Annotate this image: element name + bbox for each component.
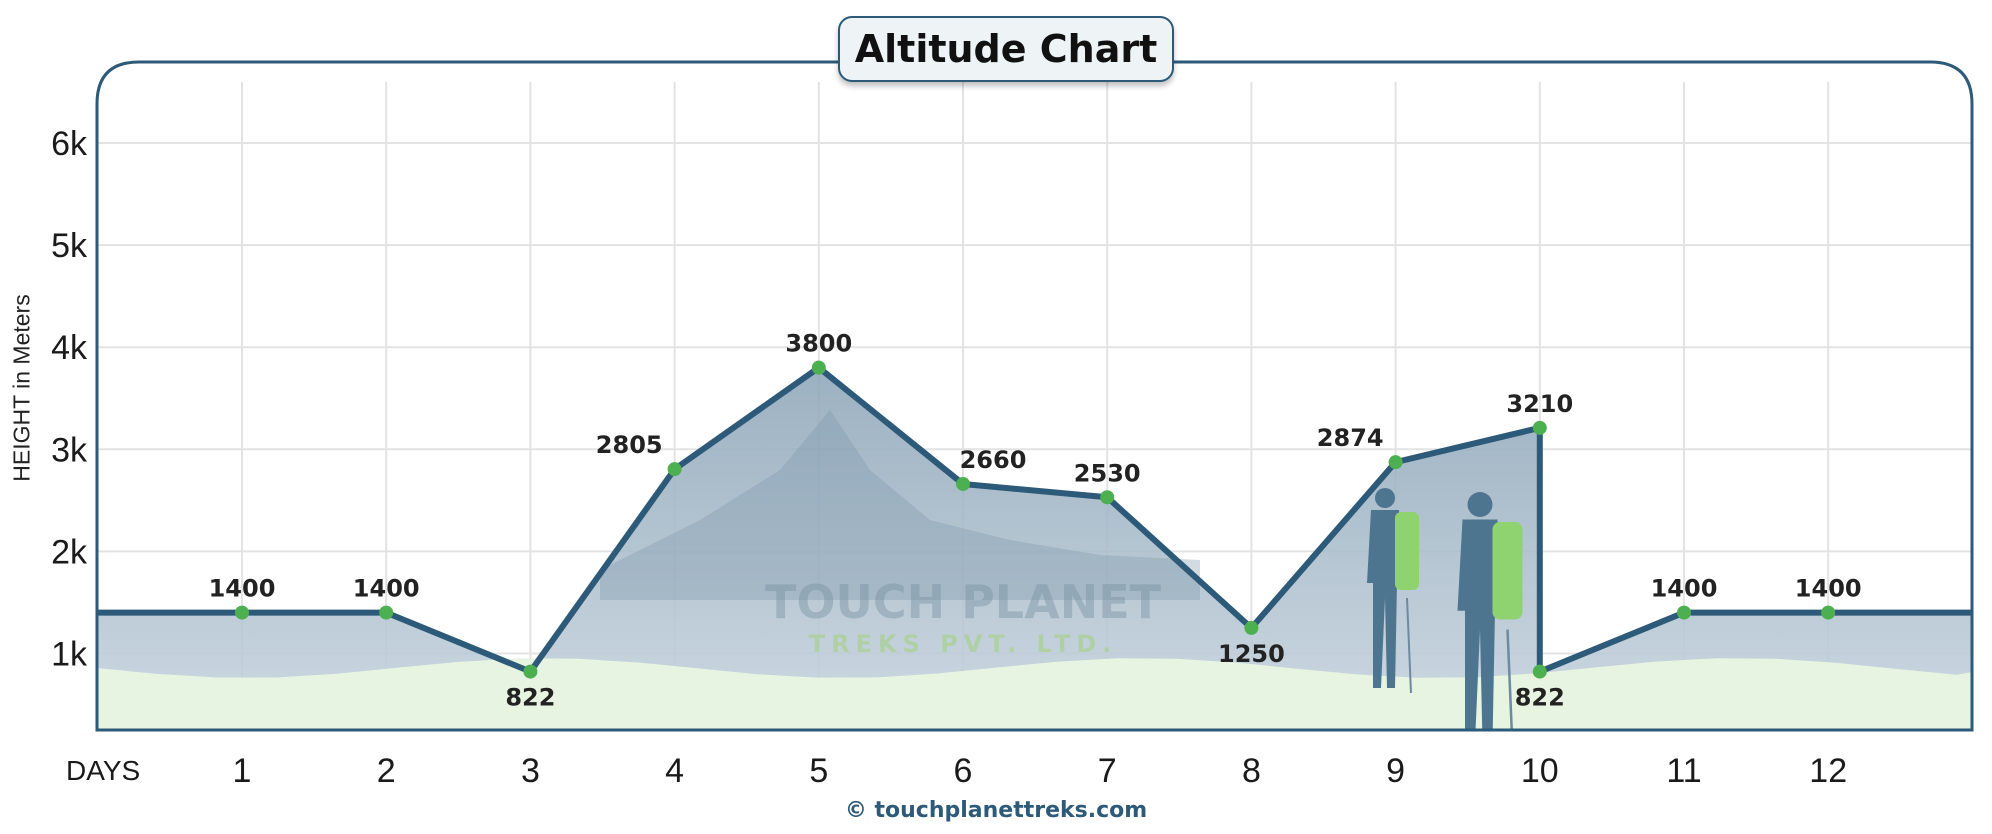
data-label: 1400 — [1651, 575, 1718, 603]
altitude-area — [97, 367, 1972, 730]
data-label: 1400 — [1795, 575, 1862, 603]
mountain-ridge — [600, 410, 1200, 600]
data-point — [235, 605, 249, 620]
chart-title-box: Altitude Chart — [838, 16, 1174, 82]
hiker-silhouettes — [1367, 488, 1523, 730]
hiker-left — [1367, 488, 1419, 694]
data-point — [1100, 490, 1115, 505]
x-tick-label: 7 — [1098, 752, 1117, 790]
copyright-icon: © — [844, 798, 867, 823]
y-tick-label: 4k — [51, 329, 88, 367]
data-label: 1400 — [209, 575, 276, 603]
data-label: 3800 — [785, 330, 852, 358]
data-label: 2805 — [596, 431, 663, 459]
y-axis-ticks: 1k 2k 3k 4k 5k 6k — [51, 125, 88, 673]
y-tick-label: 1k — [51, 635, 88, 673]
data-labels: 1400 1400 822 2805 3800 2660 2530 1250 2874 3210 8… — [209, 330, 1862, 712]
data-point — [1821, 605, 1836, 620]
x-tick-label: 11 — [1666, 752, 1701, 790]
watermark-line1: TOUCH PLANET — [765, 575, 1162, 629]
data-point — [1532, 420, 1547, 435]
data-label: 822 — [505, 684, 555, 712]
x-tick-label: 9 — [1386, 752, 1405, 790]
data-label: 1250 — [1218, 640, 1285, 668]
data-label: 2660 — [960, 446, 1027, 474]
x-tick-label: 1 — [233, 752, 252, 790]
x-tick-label: 4 — [665, 752, 684, 790]
data-point — [667, 462, 682, 477]
watermark-logo: TOUCH PLANET TREKS PVT. LTD. — [765, 575, 1162, 658]
watermark-line2: TREKS PVT. LTD. — [809, 630, 1118, 658]
data-point — [1244, 620, 1259, 635]
data-point — [811, 360, 826, 375]
x-tick-label: 5 — [809, 752, 828, 790]
x-axis-ticks: 1 2 3 4 5 6 7 8 9 10 11 12 — [233, 752, 1848, 790]
x-tick-label: 8 — [1242, 752, 1261, 790]
website-link[interactable]: touchplanettreks.com — [874, 798, 1148, 823]
x-axis-label: DAYS — [66, 755, 140, 786]
x-tick-label: 12 — [1809, 752, 1847, 790]
data-label: 2530 — [1074, 459, 1141, 487]
y-tick-label: 6k — [51, 125, 88, 163]
y-axis-label: HEIGHT in Meters — [8, 294, 35, 482]
data-point — [1677, 605, 1691, 620]
data-point — [523, 664, 538, 679]
x-tick-label: 6 — [954, 752, 973, 790]
area-fill — [97, 367, 1972, 730]
y-tick-label: 3k — [51, 431, 88, 469]
x-tick-label: 3 — [521, 752, 540, 790]
ground-band — [97, 658, 1972, 730]
data-label: 2874 — [1317, 424, 1384, 452]
data-label: 1400 — [353, 575, 420, 603]
data-points — [235, 360, 1836, 679]
y-tick-label: 2k — [51, 533, 88, 571]
data-point — [956, 476, 970, 491]
plot-frame — [95, 60, 1974, 732]
data-point — [1532, 664, 1547, 679]
footer-credit[interactable]: © touchplanettreks.com — [0, 798, 1992, 823]
x-tick-label: 10 — [1521, 752, 1559, 790]
data-label: 3210 — [1506, 390, 1573, 418]
data-label: 822 — [1515, 684, 1565, 712]
x-tick-label: 2 — [377, 752, 396, 790]
data-point — [1388, 455, 1403, 470]
hiker-right — [1457, 492, 1523, 730]
y-tick-label: 5k — [51, 227, 88, 265]
data-point — [379, 605, 394, 620]
chart-title: Altitude Chart — [854, 27, 1158, 71]
